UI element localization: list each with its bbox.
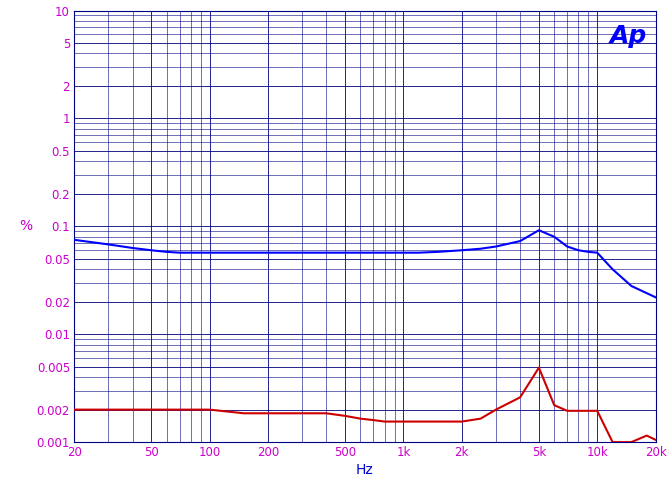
Text: Ap: Ap [610, 24, 647, 47]
X-axis label: Hz: Hz [356, 464, 374, 477]
Y-axis label: %: % [19, 219, 32, 233]
